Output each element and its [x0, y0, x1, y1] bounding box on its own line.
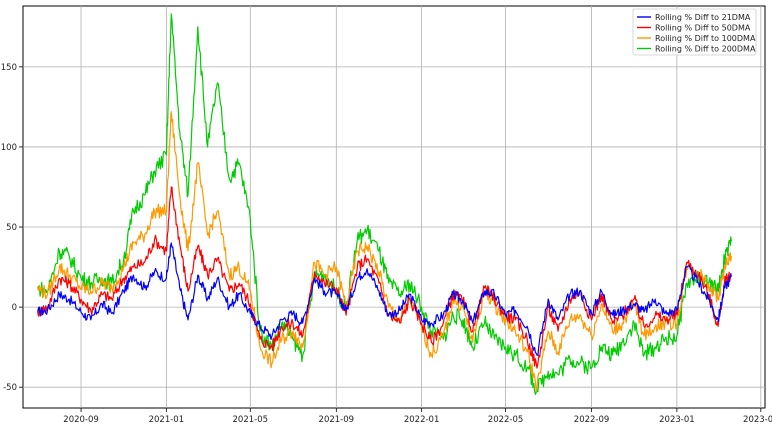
y-tick-label: -50 [3, 383, 17, 393]
x-tick-label: 2021-09 [319, 415, 355, 425]
x-tick-label: 2022-09 [574, 415, 610, 425]
x-tick-label: 2023-01 [659, 415, 695, 425]
x-tick-label: 2021-01 [149, 415, 185, 425]
y-tick-label: 150 [1, 63, 17, 73]
legend-label: Rolling % Diff to 21DMA [655, 13, 751, 22]
series-lines [37, 13, 732, 395]
x-tick-label: 2021-05 [233, 415, 269, 425]
x-tick-label: 2022-01 [404, 415, 440, 425]
legend-label: Rolling % Diff to 200DMA [655, 44, 756, 53]
plot-area [22, 5, 766, 409]
y-tick-label: 100 [1, 143, 17, 153]
y-tick-label: 0 [12, 303, 17, 313]
grid-lines [23, 6, 765, 408]
series-line-3 [37, 111, 732, 392]
series-line-1 [37, 242, 732, 356]
x-tick-label: 2022-05 [488, 415, 524, 425]
y-tick-label: 50 [6, 223, 17, 233]
legend-label: Rolling % Diff to 50DMA [655, 23, 751, 32]
x-axis: 2020-09 2021-01 2021-05 2021-09 2022-01 2022-… [63, 408, 772, 425]
x-tick-label: 2023-05 [743, 415, 772, 425]
x-tick-label: 2020-09 [63, 415, 99, 425]
legend-box [632, 8, 757, 56]
legend-label: Rolling % Diff to 100DMA [655, 34, 756, 43]
series-line-2 [37, 186, 732, 369]
y-axis: -50 0 50 100 150 [1, 63, 23, 393]
series-line-4 [37, 13, 732, 395]
